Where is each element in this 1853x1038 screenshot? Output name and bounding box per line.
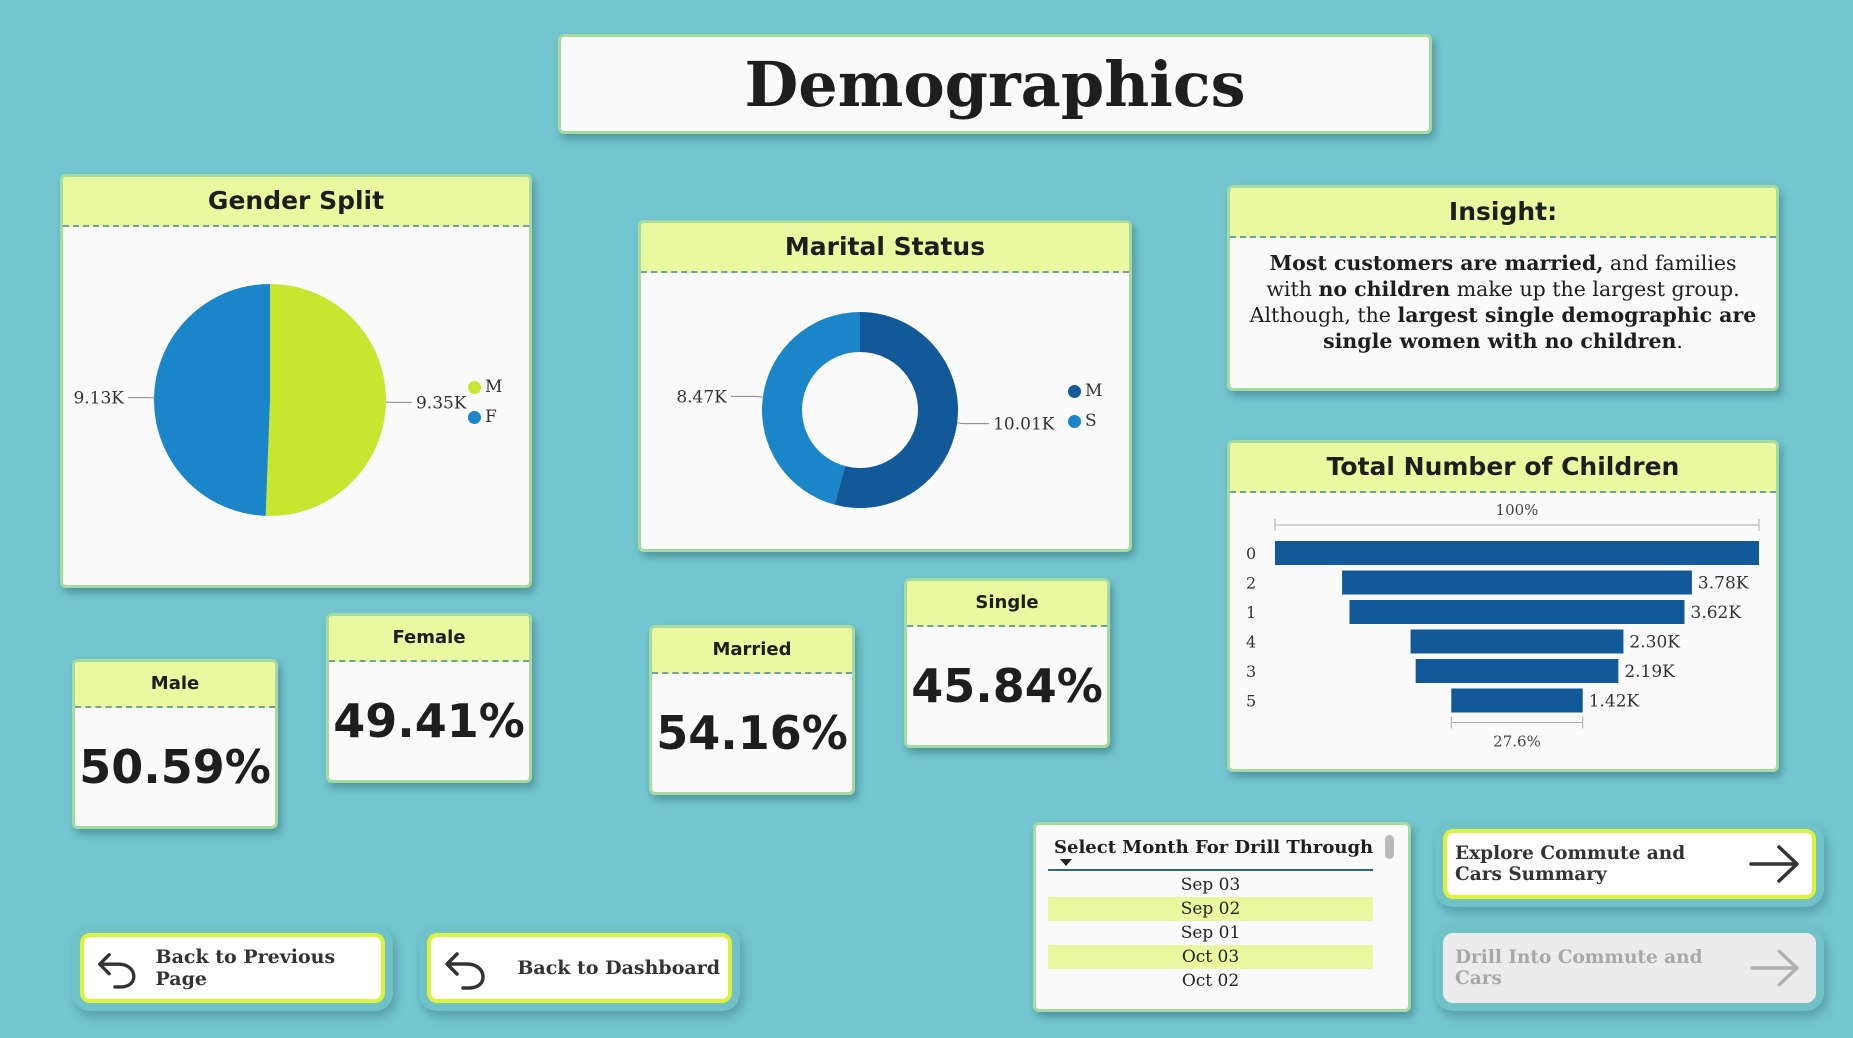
funnel-category-label: 0 <box>1246 544 1256 563</box>
slicer-item[interactable]: Sep 01 <box>1180 923 1241 943</box>
kpi-married-label: Married <box>652 628 852 674</box>
legend-label-m: M <box>485 377 503 397</box>
slicer-title: Select Month For Drill Through <box>1054 837 1374 858</box>
legend-dot-f <box>468 410 481 424</box>
funnel-category-label: 2 <box>1246 574 1256 593</box>
insight-text-segment: make up the largest group. Although, the <box>1249 277 1740 327</box>
funnel-bar-5[interactable] <box>1451 688 1583 713</box>
drill-commute-label: Drill Into Commute and Cars <box>1455 947 1703 989</box>
marital-donut-chart: 10.01K 8.47K <box>676 312 1055 508</box>
explore-commute-label: Explore Commute and Cars Summary <box>1455 843 1686 885</box>
back-dashboard-label: Back to Dashboard <box>517 957 720 979</box>
page-title-box: Demographics <box>558 34 1432 134</box>
caret-down-icon[interactable] <box>1060 859 1072 866</box>
funnel-top-percent: 100% <box>1496 501 1539 519</box>
pie-data-label-m: 9.35K <box>416 393 467 413</box>
legend-dot-m <box>468 380 481 394</box>
funnel-data-label: 3.78K <box>1698 574 1749 594</box>
gender-split-title: Gender Split <box>63 177 529 227</box>
marital-status-title: Marital Status <box>641 223 1129 273</box>
legend-dot-married <box>1068 384 1081 398</box>
month-slicer[interactable]: Select Month For Drill Through Sep 03 Sep… <box>1033 822 1411 1012</box>
legend-item-m: M <box>468 377 502 397</box>
slicer-item[interactable]: Oct 02 <box>1181 971 1240 991</box>
insight-emphasis: largest single demographic are single wo… <box>1323 303 1757 353</box>
undo-arrow-icon <box>445 952 485 990</box>
funnel-bar-4[interactable] <box>1410 629 1624 654</box>
legend-label-f: F <box>485 407 497 427</box>
gender-split-card: Gender Split 9.35K 9.13K M F <box>60 174 532 588</box>
funnel-category-label: 1 <box>1246 603 1256 622</box>
slicer-item[interactable]: Sep 03 <box>1180 875 1241 895</box>
children-card: Total Number of Children 100% 0 2 3.78K 1 3.6… <box>1227 440 1779 772</box>
kpi-male-value: 50.59% <box>79 740 271 794</box>
kpi-female-value: 49.41% <box>333 694 525 748</box>
slicer-item[interactable]: Sep 02 <box>1048 897 1373 921</box>
insight-emphasis: no children <box>1318 277 1451 301</box>
funnel-data-label: 3.62K <box>1691 603 1742 623</box>
marital-legend: M S <box>1068 381 1102 441</box>
slicer-header[interactable]: Select Month For Drill Through <box>1046 837 1376 866</box>
back-previous-button[interactable]: Back to Previous Page <box>80 933 385 1003</box>
kpi-male-label: Male <box>75 662 275 708</box>
legend-item-married: M <box>1068 381 1102 401</box>
funnel-data-label: 1.42K <box>1589 692 1640 712</box>
legend-dot-single <box>1068 414 1081 428</box>
legend-item-single: S <box>1068 411 1102 431</box>
pie-data-label-f: 9.13K <box>73 389 124 409</box>
insight-text-segment: and families with <box>1266 251 1737 301</box>
funnel-bar-1[interactable] <box>1349 600 1685 624</box>
kpi-male-card: Male 50.59% <box>72 659 278 829</box>
funnel-data-label: 2.30K <box>1629 633 1680 653</box>
funnel-bottom-percent: 27.6% <box>1493 733 1541 751</box>
kpi-female-label: Female <box>329 616 529 662</box>
arrow-right-icon <box>1749 845 1799 883</box>
donut-slice-s[interactable] <box>762 312 860 505</box>
slicer-divider <box>1048 869 1373 871</box>
back-previous-label: Back to Previous Page <box>155 946 336 990</box>
page-title: Demographics <box>744 47 1246 121</box>
kpi-married-card: Married 54.16% <box>649 625 855 795</box>
funnel-category-label: 5 <box>1246 692 1256 711</box>
kpi-married-value: 54.16% <box>656 706 848 760</box>
explore-commute-button[interactable]: Explore Commute and Cars Summary <box>1443 829 1816 899</box>
kpi-single-label: Single <box>907 581 1107 627</box>
funnel-bar-0[interactable] <box>1275 541 1759 565</box>
legend-label-married: M <box>1085 381 1103 401</box>
funnel-category-label: 4 <box>1246 633 1256 652</box>
insight-card: Insight: Most customers are married, and… <box>1227 185 1779 391</box>
kpi-female-card: Female 49.41% <box>326 613 532 783</box>
children-title: Total Number of Children <box>1230 443 1776 493</box>
funnel-category-label: 3 <box>1246 662 1256 681</box>
kpi-single-value: 45.84% <box>911 659 1103 713</box>
donut-data-label-s: 8.47K <box>676 387 727 407</box>
funnel-data-label: 2.19K <box>1624 662 1675 682</box>
marital-status-card: Marital Status 10.01K 8.47K M S <box>638 220 1132 552</box>
pie-slice-f[interactable] <box>153 284 270 516</box>
insight-emphasis: Most customers are married, <box>1269 251 1604 275</box>
insight-text: Most customers are married, and families… <box>1230 238 1776 354</box>
kpi-single-card: Single 45.84% <box>904 578 1110 748</box>
funnel-bar-2[interactable] <box>1342 570 1692 595</box>
legend-item-f: F <box>468 407 502 427</box>
donut-data-label-m: 10.01K <box>993 415 1055 435</box>
donut-leader-line <box>957 422 990 425</box>
gender-pie-chart: 9.35K 9.13K <box>73 284 467 516</box>
donut-slice-m[interactable] <box>834 312 959 508</box>
drill-commute-button[interactable]: Drill Into Commute and Cars <box>1443 933 1816 1003</box>
slicer-list: Sep 03 Sep 02 Sep 01 Oct 03 Oct 02 <box>1048 873 1373 1001</box>
undo-arrow-icon <box>98 953 136 989</box>
donut-leader-line <box>730 395 763 398</box>
slicer-scrollbar[interactable] <box>1385 835 1394 859</box>
children-funnel-chart: 100% 0 2 3.78K 1 3.62K 4 2.30K 3 2.19K 5 1.42K 27.6% <box>1246 501 1760 751</box>
legend-label-single: S <box>1085 411 1097 431</box>
insight-title: Insight: <box>1230 188 1776 238</box>
arrow-right-icon <box>1750 949 1799 987</box>
back-dashboard-button[interactable]: Back to Dashboard <box>427 933 732 1003</box>
pie-slice-m[interactable] <box>265 284 386 516</box>
gender-legend: M F <box>468 377 502 437</box>
slicer-item[interactable]: Oct 03 <box>1048 945 1373 969</box>
funnel-bar-3[interactable] <box>1415 659 1619 683</box>
insight-text-segment: . <box>1676 329 1683 353</box>
